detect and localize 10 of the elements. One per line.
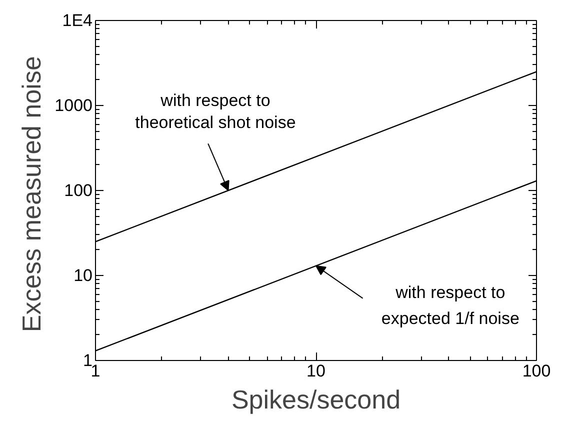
y-tick-label: 10 bbox=[74, 266, 93, 285]
x-tick-label: 100 bbox=[522, 362, 551, 380]
annotation: with respect to theoretical shot noise bbox=[135, 90, 296, 132]
y-tick-label: 100 bbox=[64, 181, 93, 200]
y-tick-label: 1000 bbox=[54, 96, 93, 115]
y-axis-title: Excess measured noise bbox=[16, 56, 47, 332]
y-tick-label: 1E4 bbox=[62, 11, 92, 30]
annotation: with respect to expected 1/f noise bbox=[381, 283, 520, 328]
x-tick-label: 10 bbox=[306, 362, 326, 380]
x-axis-title: Spikes/second bbox=[231, 384, 401, 414]
